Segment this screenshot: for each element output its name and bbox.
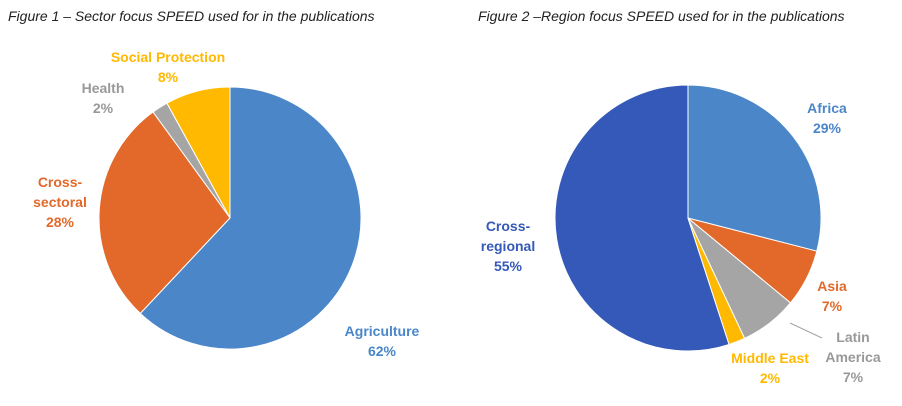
slice-label: Latin America 7% (823, 327, 883, 387)
value-label: 55% (493, 258, 523, 274)
slice-label: Agriculture 62% (322, 321, 442, 361)
category-label: Africa (807, 100, 847, 116)
leader-line (789, 322, 823, 339)
category-label: Middle East (731, 350, 809, 366)
chart-title: Figure 1 – Sector focus SPEED used for i… (8, 8, 375, 24)
slice-label: Health 2% (73, 78, 133, 118)
category-label: Cross-sectoral (33, 174, 87, 210)
category-label: Asia (817, 278, 847, 294)
pie-slice (139, 86, 362, 350)
pie-slice (554, 84, 730, 352)
category-label: Latin America (825, 329, 881, 365)
value-label: 8% (157, 69, 179, 85)
pie-slice (98, 111, 231, 315)
slice-label: Cross-sectoral 28% (25, 172, 95, 232)
pie-slice (687, 84, 822, 252)
value-label: 2% (92, 100, 114, 116)
value-label: 28% (45, 214, 75, 230)
slice-label: Middle East 2% (715, 348, 825, 388)
value-label: 7% (842, 369, 864, 385)
category-label: Cross-regional (480, 218, 536, 254)
category-label: Health (81, 80, 125, 96)
slice-label: Asia 7% (802, 276, 862, 316)
value-label: 2% (759, 370, 781, 386)
category-label: Social Protection (110, 49, 226, 65)
slice-label: Cross-regional 55% (473, 216, 543, 276)
slice-label: Africa 29% (787, 98, 867, 138)
value-label: 29% (812, 120, 842, 136)
value-label: 7% (821, 298, 843, 314)
value-label: 62% (367, 343, 397, 359)
category-label: Agriculture (344, 323, 420, 339)
chart-title: Figure 2 –Region focus SPEED used for in… (478, 8, 845, 24)
slice-label: Social Protection 8% (98, 47, 238, 87)
